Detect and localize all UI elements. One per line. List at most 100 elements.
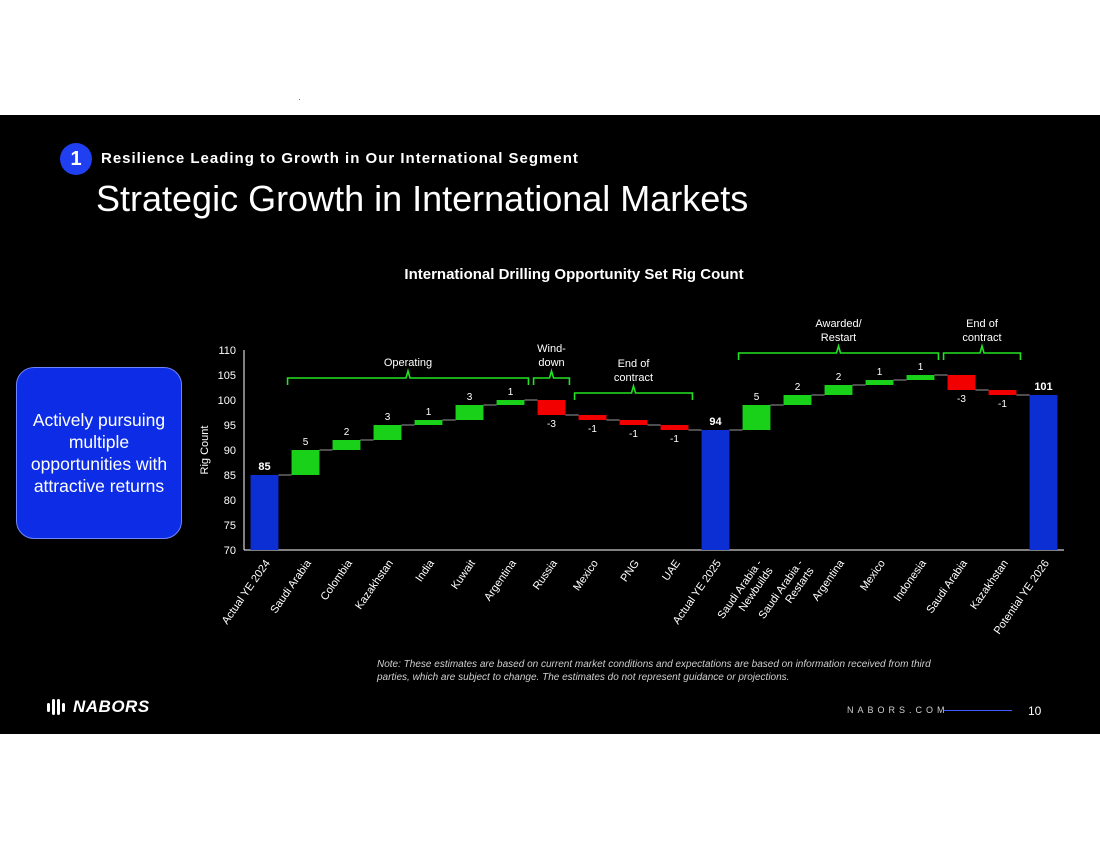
data-label: 5: [754, 392, 760, 403]
group-label: contract: [614, 372, 653, 384]
x-tick-label-line: Actual YE 2024: [220, 558, 273, 627]
y-axis-label: Rig Count: [199, 426, 211, 475]
data-label: 1: [508, 387, 514, 398]
group-bracket: [532, 368, 571, 385]
x-tick-label: Kazakhstan: [968, 558, 1011, 612]
group-bracket: [286, 368, 530, 385]
x-tick-label-line: Kazakhstan: [968, 558, 1011, 612]
waterfall-bar: [332, 440, 361, 450]
x-tick-label-line: Mexico: [571, 558, 601, 593]
waterfall-bar: [414, 420, 443, 425]
group-bracket: [573, 383, 694, 400]
x-tick-label-line: Saudi Arabia: [924, 557, 970, 616]
waterfall-bar: [865, 380, 894, 385]
y-tick-label: 105: [218, 370, 236, 382]
data-label: -1: [629, 429, 638, 440]
x-tick-label-line: India: [413, 557, 437, 584]
waterfall-bar: [250, 475, 279, 550]
data-label: -1: [670, 434, 679, 445]
x-tick-label-line: Argentina: [482, 557, 519, 603]
y-tick-label: 70: [224, 545, 236, 557]
stray-dot: [299, 99, 300, 100]
callout-box: Actively pursuing multiple opportunities…: [16, 367, 182, 539]
group-label: Operating: [384, 357, 432, 369]
page-number: 10: [1028, 704, 1042, 718]
data-label: 2: [795, 382, 801, 393]
nabors-logo: NABORS: [46, 697, 150, 717]
x-tick-label-line: Kuwait: [449, 558, 478, 592]
y-tick-label: 75: [224, 520, 236, 532]
data-label: 3: [385, 412, 391, 423]
data-label: 1: [877, 367, 883, 378]
group-bracket: [942, 343, 1022, 360]
group-label: contract: [962, 332, 1001, 344]
x-tick-label-line: Russia: [531, 557, 561, 592]
disclaimer-note: Note: These estimates are based on curre…: [377, 659, 931, 683]
waterfall-bar: [988, 390, 1017, 395]
data-label: 2: [344, 427, 350, 438]
x-tick-label: Argentina: [482, 557, 519, 603]
y-tick-label: 85: [224, 470, 236, 482]
chart-title: International Drilling Opportunity Set R…: [404, 266, 743, 283]
data-label: -3: [547, 419, 556, 430]
x-tick-label-line: Kazakhstan: [353, 558, 396, 612]
waterfall-bar: [824, 385, 853, 395]
group-label: Awarded/: [815, 318, 862, 330]
x-tick-label: Actual YE 2024: [220, 558, 273, 627]
data-label: 85: [258, 461, 270, 473]
x-tick-label: Indonesia: [892, 557, 930, 604]
group-label: Wind-: [537, 343, 566, 355]
x-tick-label: Saudi Arabia: [924, 557, 970, 616]
x-tick-label: India: [413, 557, 437, 584]
group-bracket: [737, 343, 940, 360]
waterfall-bar: [906, 375, 935, 380]
data-label: 3: [467, 392, 473, 403]
group-label: End of: [618, 358, 651, 370]
waterfall-bar: [578, 415, 607, 420]
data-label: -1: [588, 424, 597, 435]
x-tick-label: Russia: [531, 557, 561, 592]
footer-divider: [944, 710, 1012, 711]
waterfall-bar: [947, 375, 976, 390]
waterfall-bar: [1029, 395, 1058, 550]
x-tick-label: Argentina: [810, 557, 847, 603]
data-label: 5: [303, 437, 309, 448]
y-tick-label: 110: [218, 345, 236, 357]
x-tick-label-line: Saudi Arabia: [268, 557, 314, 616]
website-url[interactable]: NABORS.COM: [847, 705, 949, 715]
waterfall-bar: [373, 425, 402, 440]
waterfall-bar: [619, 420, 648, 425]
waterfall-bar: [660, 425, 689, 430]
x-tick-label-line: UAE: [660, 558, 683, 583]
x-tick-label: Kazakhstan: [353, 558, 396, 612]
waterfall-bar: [742, 405, 771, 430]
data-label: -3: [957, 394, 966, 405]
x-tick-label: Mexico: [571, 558, 601, 593]
page-title: Strategic Growth in International Market…: [96, 178, 749, 219]
y-tick-label: 80: [224, 495, 236, 507]
x-tick-label-line: Colombia: [318, 557, 355, 603]
x-tick-label: Colombia: [318, 557, 355, 603]
group-label: down: [538, 357, 564, 369]
callout-text: Actively pursuing multiple opportunities…: [30, 410, 168, 496]
x-tick-label-line: Argentina: [810, 557, 847, 603]
waterfall-bar: [496, 400, 525, 405]
waterfall-bar: [783, 395, 812, 405]
waterfall-bar: [701, 430, 730, 550]
data-label: -1: [998, 399, 1007, 410]
x-tick-label: UAE: [660, 558, 683, 583]
waterfall-bar: [537, 400, 566, 415]
x-tick-label-line: PNG: [618, 558, 642, 584]
section-number-badge: 1: [60, 143, 92, 175]
x-tick-label: Mexico: [858, 558, 888, 593]
y-tick-label: 90: [224, 445, 236, 457]
y-tick-label: 100: [218, 395, 236, 407]
section-subtitle: Resilience Leading to Growth in Our Inte…: [101, 150, 579, 167]
nabors-logo-icon: [47, 699, 65, 715]
x-tick-label-line: Mexico: [858, 558, 888, 593]
data-label: 1: [918, 362, 924, 373]
y-tick-label: 95: [224, 420, 236, 432]
waterfall-bar: [291, 450, 320, 475]
group-label: End of: [966, 318, 999, 330]
